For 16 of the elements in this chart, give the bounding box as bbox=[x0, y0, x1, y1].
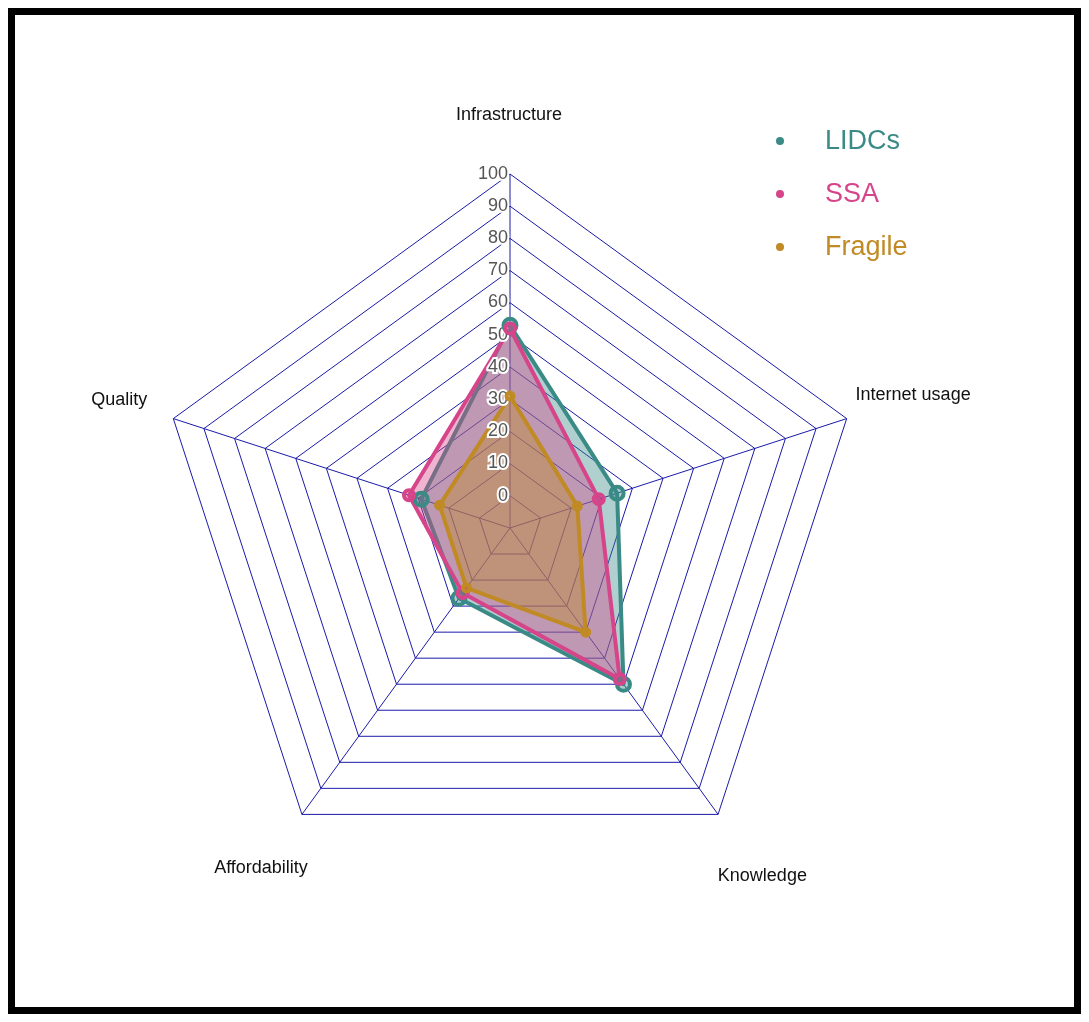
y-tick-label: 90 bbox=[487, 194, 508, 215]
spoke-label: Internet usage bbox=[855, 384, 971, 405]
legend-label: Fragile bbox=[825, 231, 908, 262]
y-tick-label: 100 bbox=[477, 162, 508, 183]
legend-label: LIDCs bbox=[825, 125, 901, 156]
y-tick-label: 80 bbox=[487, 227, 508, 248]
spoke-label: Quality bbox=[91, 389, 148, 410]
y-tick-label: 0 bbox=[497, 484, 508, 505]
spoke-label: Affordability bbox=[214, 856, 308, 877]
y-tick-label: 10 bbox=[487, 452, 508, 473]
y-tick-label: 60 bbox=[487, 291, 508, 312]
spoke-label: Knowledge bbox=[717, 864, 807, 885]
legend-label: SSA bbox=[825, 178, 880, 209]
y-tick-label: 70 bbox=[487, 259, 508, 280]
y-tick-label: 20 bbox=[487, 420, 508, 441]
spoke-label: Infrastructure bbox=[456, 103, 563, 124]
